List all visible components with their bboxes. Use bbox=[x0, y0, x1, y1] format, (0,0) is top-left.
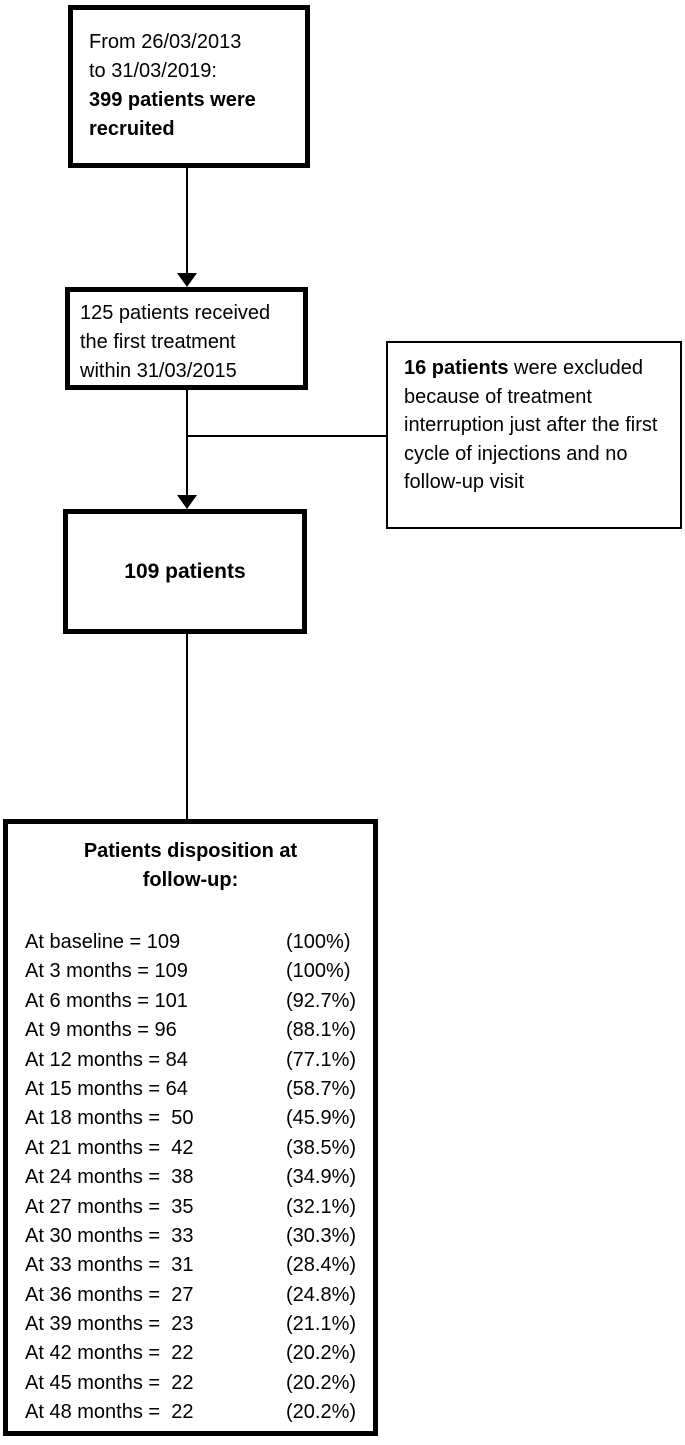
disposition-row-label: At 42 months = 22 bbox=[25, 1342, 194, 1365]
disposition-row-percent: (34.9%) bbox=[286, 1166, 357, 1189]
disposition-row: At 30 months = 33 (30.3%) bbox=[25, 1222, 373, 1251]
disposition-row: At 15 months = 64 (58.7%) bbox=[25, 1075, 373, 1104]
disposition-row-label: At baseline = 109 bbox=[25, 931, 181, 953]
disposition-row-percent: (77.1%) bbox=[286, 1048, 357, 1071]
disposition-row-percent: (38.5%) bbox=[286, 1136, 357, 1159]
disposition-row: At 3 months = 109 (100%) bbox=[25, 957, 373, 986]
disposition-row-label: At 6 months = 101 bbox=[25, 989, 188, 1012]
disposition-row-percent: (20.2%) bbox=[286, 1342, 357, 1365]
box-cohort: 109 patients bbox=[63, 509, 307, 634]
disposition-row: At 24 months = 38 (34.9%) bbox=[25, 1163, 373, 1192]
disposition-row-label: At 45 months = 22 bbox=[25, 1371, 194, 1394]
connector-treatment-to-cohort bbox=[186, 390, 188, 496]
disposition-row-percent: (28.4%) bbox=[286, 1254, 357, 1277]
box-excluded: 16 patients were excluded because of tre… bbox=[386, 341, 682, 529]
disposition-row-percent: (20.2%) bbox=[286, 1371, 357, 1394]
disposition-row-label: At 15 months = 64 bbox=[25, 1077, 188, 1100]
connector-cohort-to-disposition bbox=[186, 634, 188, 819]
disposition-row: At 9 months = 96 (88.1%) bbox=[25, 1016, 373, 1045]
disposition-row-label: At 48 months = 22 bbox=[25, 1401, 194, 1424]
disposition-title-line1: Patients disposition at bbox=[83, 840, 298, 862]
connector-branch-to-excluded bbox=[187, 435, 386, 437]
disposition-row-percent: (21.1%) bbox=[286, 1313, 357, 1336]
disposition-row-label: At 39 months = 23 bbox=[25, 1313, 194, 1336]
box-recruited: From 26/03/2013 to 31/03/2019: 399 patie… bbox=[68, 5, 310, 168]
box-first-treatment: 125 patients received the first treatmen… bbox=[65, 287, 308, 390]
disposition-row-percent: (92.7%) bbox=[286, 989, 357, 1012]
disposition-row-percent: (24.8%) bbox=[286, 1283, 357, 1306]
disposition-row-label: At 33 months = 31 bbox=[25, 1254, 194, 1277]
disposition-row-percent: (100%) bbox=[286, 960, 351, 983]
treatment-line1: 125 patients received bbox=[80, 302, 271, 324]
disposition-row: At 39 months = 23 (21.1%) bbox=[25, 1310, 373, 1339]
disposition-row-label: At 30 months = 33 bbox=[25, 1224, 194, 1247]
disposition-row-percent: (30.3%) bbox=[286, 1224, 357, 1247]
recruited-dates-line1: From 26/03/2013 bbox=[89, 31, 242, 53]
disposition-row: At 48 months = 22 (20.2%) bbox=[25, 1398, 373, 1427]
disposition-row-percent: (100%) bbox=[286, 931, 351, 953]
disposition-row-percent: (20.2%) bbox=[286, 1401, 357, 1424]
arrowhead-down-icon bbox=[177, 273, 197, 287]
disposition-row: At 18 months = 50 (45.9%) bbox=[25, 1104, 373, 1133]
disposition-row-label: At 3 months = 109 bbox=[25, 960, 188, 983]
cohort-count: 109 patients bbox=[124, 560, 246, 583]
disposition-row-label: At 27 months = 35 bbox=[25, 1195, 194, 1218]
arrowhead-down-icon bbox=[177, 495, 197, 509]
disposition-row: At 36 months = 27 (24.8%) bbox=[25, 1281, 373, 1310]
disposition-row: At 27 months = 35 (32.1%) bbox=[25, 1193, 373, 1222]
connector-recruited-to-treatment bbox=[186, 168, 188, 274]
disposition-row: At 6 months = 101 (92.7%) bbox=[25, 987, 373, 1016]
recruited-dates-line2: to 31/03/2019: bbox=[89, 60, 217, 82]
disposition-row-label: At 12 months = 84 bbox=[25, 1048, 188, 1071]
disposition-row: At 12 months = 84 (77.1%) bbox=[25, 1046, 373, 1075]
disposition-row-percent: (58.7%) bbox=[286, 1077, 357, 1100]
disposition-row-label: At 21 months = 42 bbox=[25, 1136, 194, 1159]
disposition-row-percent: (45.9%) bbox=[286, 1107, 357, 1130]
excluded-count: 16 patients bbox=[404, 357, 509, 379]
disposition-title-line2: follow-up: bbox=[142, 869, 239, 891]
disposition-row: At baseline = 109 (100%) bbox=[25, 928, 373, 957]
disposition-row: At 21 months = 42 (38.5%) bbox=[25, 1134, 373, 1163]
disposition-row-label: At 36 months = 27 bbox=[25, 1283, 194, 1306]
treatment-line3: within 31/03/2015 bbox=[80, 360, 237, 382]
disposition-row-percent: (88.1%) bbox=[286, 1019, 357, 1042]
disposition-row-percent: (32.1%) bbox=[286, 1195, 357, 1218]
disposition-row: At 42 months = 22 (20.2%) bbox=[25, 1339, 373, 1368]
disposition-rows: At baseline = 109 (100%) At 3 months = 1… bbox=[8, 928, 373, 1428]
recruited-count-line2: recruited bbox=[89, 118, 175, 140]
disposition-row-label: At 9 months = 96 bbox=[25, 1019, 177, 1042]
box-disposition: Patients disposition at follow-up: At ba… bbox=[3, 819, 378, 1436]
treatment-line2: the first treatment bbox=[80, 331, 236, 353]
disposition-row-label: At 18 months = 50 bbox=[25, 1107, 194, 1130]
recruited-count-line1: 399 patients were bbox=[89, 89, 256, 111]
excluded-reason: were excluded because of treatment inter… bbox=[404, 357, 658, 493]
disposition-row: At 33 months = 31 (28.4%) bbox=[25, 1251, 373, 1280]
disposition-row: At 45 months = 22 (20.2%) bbox=[25, 1369, 373, 1398]
disposition-row-label: At 24 months = 38 bbox=[25, 1166, 194, 1189]
